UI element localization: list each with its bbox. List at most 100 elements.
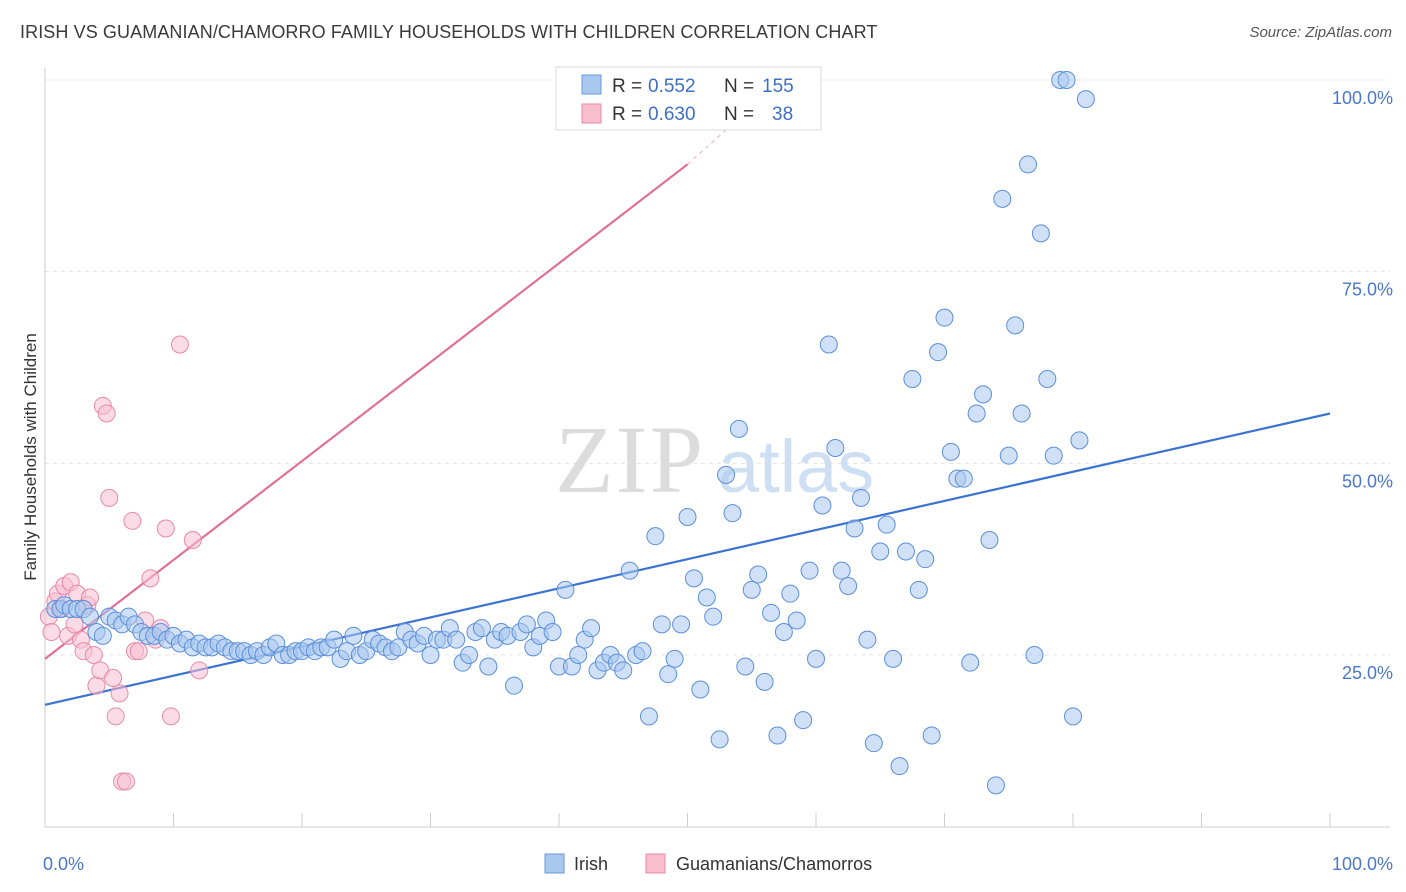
data-point: [646, 527, 665, 546]
data-point: [543, 623, 562, 641]
data-point: [762, 603, 781, 622]
data-point: [697, 588, 716, 607]
data-point: [864, 734, 883, 753]
source-label: Source: ZipAtlas.com: [1249, 24, 1392, 41]
axes: [44, 68, 1390, 828]
data-point: [832, 561, 851, 580]
series-irish-points: [46, 71, 1095, 795]
data-point: [129, 642, 148, 661]
data-point: [104, 669, 123, 687]
legend-n-value-guamanians: 38: [772, 104, 793, 125]
data-point: [999, 446, 1018, 465]
data-point: [472, 619, 491, 638]
data-point: [1031, 224, 1050, 243]
data-point: [1012, 404, 1031, 423]
data-point: [781, 584, 800, 603]
data-point: [717, 465, 736, 484]
data-point: [93, 626, 112, 645]
grid-lines: [45, 79, 1390, 656]
data-point: [800, 561, 819, 580]
data-point: [967, 404, 986, 423]
data-point: [42, 623, 61, 641]
bottom-legend-label-guamanians: Guamanians/Chamorros: [676, 854, 872, 874]
data-point: [813, 496, 832, 515]
data-point: [183, 531, 202, 549]
data-point: [935, 308, 954, 327]
data-point: [794, 711, 813, 730]
data-point: [826, 439, 845, 457]
data-point: [97, 404, 116, 423]
data-point: [447, 630, 466, 649]
legend-n-label-irish: N =: [724, 76, 754, 97]
data-point: [691, 680, 710, 699]
data-point: [65, 615, 84, 634]
data-point: [819, 335, 838, 354]
data-point: [974, 385, 993, 404]
data-point: [325, 630, 344, 649]
data-point: [141, 569, 160, 588]
data-point: [84, 646, 103, 664]
data-point: [678, 508, 697, 526]
watermark-atlas: atlas: [718, 425, 874, 508]
data-point: [1044, 446, 1063, 465]
data-point: [639, 707, 658, 726]
data-point: [156, 519, 175, 538]
data-point: [1019, 155, 1038, 174]
data-point: [954, 469, 973, 488]
data-point: [1076, 90, 1095, 109]
data-point: [871, 542, 890, 561]
data-point: [845, 519, 864, 538]
data-point: [929, 343, 948, 362]
data-point: [421, 646, 440, 664]
bottom-legend-swatch-guamanians: [645, 853, 666, 874]
data-point: [665, 649, 684, 668]
legend-r-value-irish: 0.552: [648, 76, 696, 97]
data-point: [729, 419, 748, 438]
data-point: [684, 569, 703, 588]
data-point: [556, 580, 575, 599]
data-point: [961, 653, 980, 672]
data-point: [909, 580, 928, 599]
data-point: [170, 335, 189, 354]
data-point: [755, 672, 774, 691]
data-point: [1064, 707, 1082, 726]
data-point: [123, 511, 142, 530]
data-point: [672, 615, 691, 634]
y-axis-label: Family Households with Children: [21, 333, 40, 581]
legend-r-label-guamanians: R =: [612, 104, 642, 125]
data-point: [344, 626, 363, 645]
data-point: [851, 488, 870, 507]
data-point: [116, 772, 135, 791]
data-point: [190, 661, 209, 680]
legend-n-value-irish: 155: [762, 76, 794, 97]
data-point: [106, 707, 125, 726]
data-point: [1070, 431, 1089, 450]
data-point: [839, 577, 858, 595]
data-point: [736, 657, 755, 676]
y-tick-label: 75.0%: [1342, 280, 1393, 300]
chart-title: IRISH VS GUAMANIAN/CHAMORRO FAMILY HOUSE…: [20, 22, 878, 42]
data-point: [569, 646, 588, 664]
data-point: [896, 542, 915, 561]
data-point: [986, 776, 1005, 795]
data-point: [80, 607, 99, 626]
data-point: [742, 580, 761, 599]
data-point: [807, 649, 825, 668]
data-point: [505, 676, 524, 695]
data-point: [916, 550, 935, 569]
data-point: [768, 726, 787, 745]
data-point: [787, 611, 806, 630]
data-point: [1025, 646, 1044, 664]
data-point: [620, 561, 639, 580]
legend-swatch-irish: [581, 74, 602, 95]
data-point: [858, 630, 877, 649]
legend-r-value-guamanians: 0.630: [648, 104, 696, 125]
data-point: [922, 726, 941, 745]
data-point: [884, 649, 903, 668]
data-point: [659, 665, 678, 684]
data-point: [941, 442, 960, 461]
legend-bottom: Irish Guamanians/Chamorros: [544, 853, 872, 874]
y-tick-label: 50.0%: [1342, 471, 1393, 491]
tick-labels: 25.0% 50.0% 75.0% 100.0% 0.0% 100.0%: [43, 88, 1393, 874]
